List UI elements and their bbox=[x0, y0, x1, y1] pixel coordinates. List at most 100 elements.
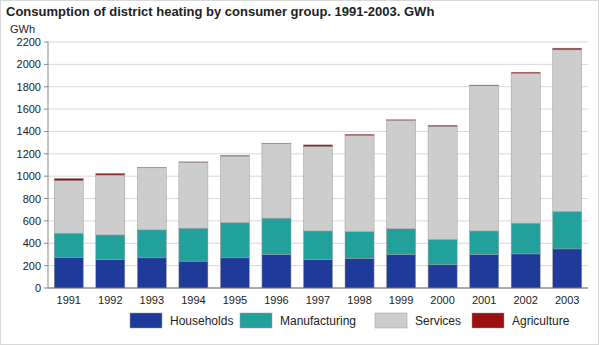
tick bbox=[44, 64, 48, 65]
bar-segment bbox=[511, 223, 540, 254]
tick bbox=[44, 131, 48, 132]
tick bbox=[44, 220, 48, 221]
tick-label: 2000 bbox=[17, 58, 41, 70]
bar-segment bbox=[511, 73, 540, 223]
legend-label: Manufacturing bbox=[280, 314, 356, 328]
chart: Consumption of district heating by consu… bbox=[0, 0, 599, 345]
bar-segment bbox=[220, 156, 249, 223]
bars bbox=[54, 48, 582, 288]
title: Consumption of district heating by consu… bbox=[6, 4, 434, 19]
tick-label: 1400 bbox=[17, 125, 41, 137]
legend-label: Services bbox=[415, 314, 461, 328]
bar-segment bbox=[137, 230, 166, 258]
bar-segment bbox=[345, 134, 374, 135]
bar-segment bbox=[470, 254, 499, 288]
bar-segment bbox=[96, 173, 125, 175]
bar-segment bbox=[387, 229, 416, 255]
category-label: 1995 bbox=[223, 294, 247, 306]
category-label: 1998 bbox=[347, 294, 371, 306]
legend-label: Households bbox=[170, 314, 233, 328]
bar-segment bbox=[303, 259, 332, 288]
category-label: 1993 bbox=[140, 294, 164, 306]
tick-label: 1000 bbox=[17, 170, 41, 182]
tick bbox=[44, 153, 48, 154]
tick bbox=[44, 86, 48, 87]
category-label: 1999 bbox=[389, 294, 413, 306]
bar-segment bbox=[387, 120, 416, 228]
y-axis bbox=[48, 42, 49, 288]
background bbox=[1, 1, 599, 345]
bar-segment bbox=[303, 147, 332, 231]
bar-segment bbox=[553, 211, 582, 248]
bar-segment bbox=[345, 258, 374, 288]
tick-label: 1800 bbox=[17, 81, 41, 93]
tick-label: 400 bbox=[23, 237, 41, 249]
tick bbox=[44, 265, 48, 266]
bar-segment bbox=[345, 135, 374, 231]
tick bbox=[44, 109, 48, 110]
bar-segment bbox=[428, 126, 457, 239]
legend-swatch bbox=[130, 313, 162, 328]
bar-segment bbox=[54, 178, 83, 180]
bar-segment bbox=[428, 265, 457, 288]
bar-segment bbox=[179, 161, 208, 162]
tick bbox=[44, 198, 48, 199]
legend-swatch bbox=[472, 313, 504, 328]
category-label: 2003 bbox=[555, 294, 579, 306]
y-label: GWh bbox=[10, 23, 35, 35]
bar-segment bbox=[96, 175, 125, 235]
category-label: 2002 bbox=[513, 294, 537, 306]
bar-segment bbox=[54, 257, 83, 288]
category-label: 1994 bbox=[181, 294, 205, 306]
tick-label: 800 bbox=[23, 193, 41, 205]
bar-segment bbox=[220, 155, 249, 157]
tick-label: 1200 bbox=[17, 148, 41, 160]
bar-segment bbox=[262, 144, 291, 218]
tick-label: 1600 bbox=[17, 103, 41, 115]
bar-segment bbox=[428, 239, 457, 264]
grid-line bbox=[48, 131, 588, 132]
bar-segment bbox=[428, 125, 457, 126]
tick bbox=[44, 42, 48, 43]
x-axis bbox=[48, 288, 588, 289]
bar-segment bbox=[470, 85, 499, 87]
bar-segment bbox=[137, 168, 166, 230]
category-label: 1996 bbox=[264, 294, 288, 306]
bar-segment bbox=[96, 235, 125, 260]
bar-segment bbox=[179, 228, 208, 261]
legend-label: Agriculture bbox=[512, 314, 570, 328]
bar-segment bbox=[137, 167, 166, 168]
bar-segment bbox=[96, 259, 125, 288]
grid-line bbox=[48, 42, 588, 43]
category-label: 2000 bbox=[430, 294, 454, 306]
grid-line bbox=[48, 109, 588, 110]
tick-label: 600 bbox=[23, 215, 41, 227]
bar-segment bbox=[345, 232, 374, 259]
bar-segment bbox=[137, 258, 166, 288]
category-label: 1997 bbox=[306, 294, 330, 306]
bar-segment bbox=[387, 254, 416, 288]
bar-segment bbox=[262, 254, 291, 288]
tick bbox=[44, 176, 48, 177]
bar-segment bbox=[220, 258, 249, 288]
bar-segment bbox=[54, 233, 83, 257]
bar-segment bbox=[179, 261, 208, 288]
tick-label: 2200 bbox=[17, 36, 41, 48]
grid-line bbox=[48, 288, 588, 289]
legend-swatch bbox=[240, 313, 272, 328]
tick bbox=[44, 243, 48, 244]
bar-segment bbox=[262, 218, 291, 254]
bar-segment bbox=[303, 145, 332, 147]
tick-label: 0 bbox=[35, 282, 41, 294]
category-label: 1992 bbox=[98, 294, 122, 306]
bar-segment bbox=[220, 223, 249, 258]
legend-swatch bbox=[375, 313, 407, 328]
bar-segment bbox=[470, 231, 499, 254]
bar-segment bbox=[54, 181, 83, 234]
grid-line bbox=[48, 86, 588, 87]
category-label: 1991 bbox=[57, 294, 81, 306]
grid-line bbox=[48, 64, 588, 65]
bar-segment bbox=[470, 86, 499, 231]
bar-segment bbox=[179, 162, 208, 228]
tick bbox=[44, 288, 48, 289]
